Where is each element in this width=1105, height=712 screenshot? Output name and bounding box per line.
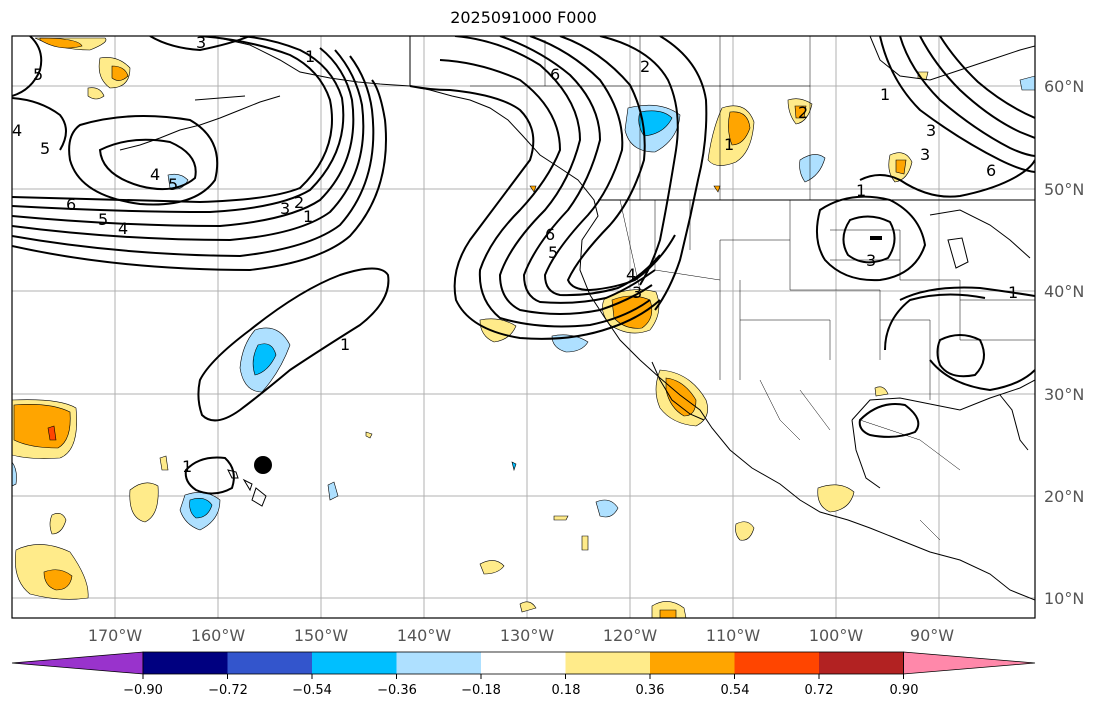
colorbar-tick: 0.72 [804, 683, 834, 698]
contour-label-6: 6 [66, 195, 76, 214]
contour-label-4: 4 [150, 165, 160, 184]
lon-label-170w: 170°W [87, 626, 143, 645]
contour-label-1: 1 [856, 181, 866, 200]
colorbar-extend-min [11, 651, 144, 675]
lat-label-30n: 30°N [1044, 385, 1085, 404]
contour-label-4: 4 [118, 219, 128, 238]
lat-label-20n: 20°N [1044, 487, 1085, 506]
contour-label-6: 6 [550, 65, 560, 84]
lon-label-90w: 90°W [909, 626, 955, 645]
colorbar-segment [481, 652, 566, 674]
lon-label-150w: 150°W [293, 626, 349, 645]
colorbar-segment [650, 652, 735, 674]
contour-label-1: 1 [305, 47, 315, 66]
contour-labels: 5 4 5 4 5 6 5 4 3 2 1 1 3 1 1 6 2 6 5 4 … [12, 33, 1018, 476]
lon-label-160w: 160°W [190, 626, 246, 645]
contour-label-5: 5 [33, 65, 43, 84]
contour-label-2: 2 [640, 57, 650, 76]
contour-label-6: 6 [545, 225, 555, 244]
lon-label-110w: 110°W [705, 626, 761, 645]
contour-label-1: 1 [340, 335, 350, 354]
contour-label-1: 1 [1008, 283, 1018, 302]
contour-label-1: 1 [724, 135, 734, 154]
colorbar-segment [143, 652, 228, 674]
colorbar-segment [312, 652, 397, 674]
colorbar-segment [734, 652, 820, 674]
contour-label-6: 6 [986, 161, 996, 180]
colorbar-tick: −0.90 [123, 683, 163, 698]
contour-label-5: 5 [168, 175, 178, 194]
lon-label-140w: 140°W [396, 626, 452, 645]
lat-label-40n: 40°N [1044, 282, 1085, 301]
map-background [12, 36, 1035, 618]
coastlines [119, 36, 1035, 601]
lon-label-100w: 100°W [808, 626, 864, 645]
contour-label-3: 3 [196, 33, 206, 52]
contour-label-4: 4 [12, 121, 22, 140]
lat-label-50n: 50°N [1044, 180, 1085, 199]
colorbar-tick: −0.36 [377, 683, 417, 698]
colorbar-segment [565, 652, 651, 674]
colorbar-tick: −0.18 [461, 683, 501, 698]
colorbar-tick: 0.18 [551, 683, 581, 698]
colorbar-segment [227, 652, 313, 674]
lon-label-120w: 120°W [602, 626, 658, 645]
colorbar-tick: −0.72 [208, 683, 248, 698]
contour-label-3: 3 [920, 145, 930, 164]
colorbar [11, 651, 1036, 679]
contour-lines [12, 36, 1035, 495]
contour-label-3: 3 [926, 121, 936, 140]
contour-label-5: 5 [40, 139, 50, 158]
contour-label-3: 3 [866, 251, 876, 270]
lat-label-60n: 60°N [1044, 77, 1085, 96]
contour-label-1: 1 [880, 85, 890, 104]
location-marker [254, 456, 272, 474]
colorbar-tick: 0.90 [889, 683, 919, 698]
colorbar-segment [819, 652, 904, 674]
colorbar-border [142, 651, 904, 675]
contour-label-4: 4 [626, 265, 636, 284]
colorbar-extend-max [903, 651, 1036, 675]
contour-label-5: 5 [548, 243, 558, 262]
contour-label-3: 3 [632, 283, 642, 302]
contour-label-1: 1 [303, 207, 313, 226]
lat-label-10n: 10°N [1044, 589, 1085, 608]
colorbar-segment [396, 652, 482, 674]
map-title: 2025091000 F000 [450, 8, 597, 27]
colorbar-tick: −0.54 [292, 683, 332, 698]
contour-label-5: 5 [98, 210, 108, 229]
map-frame [11, 35, 1036, 619]
contour-label-2: 2 [798, 103, 808, 122]
colorbar-tick: 0.36 [635, 683, 665, 698]
contour-label-1: 1 [182, 457, 192, 476]
contour-label-2: 2 [294, 193, 304, 212]
contour-label-3: 3 [280, 199, 290, 218]
colorbar-tick: 0.54 [720, 683, 750, 698]
lon-label-130w: 130°W [499, 626, 555, 645]
